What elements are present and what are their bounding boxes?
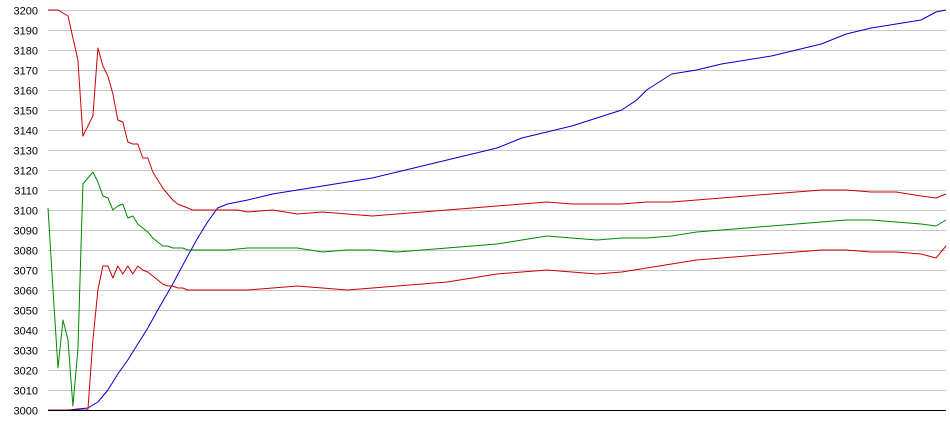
- y-tick-label: 3170: [14, 66, 38, 78]
- y-tick-label: 3130: [14, 146, 38, 158]
- y-tick-label: 3070: [14, 266, 38, 278]
- y-tick-label: 3190: [14, 26, 38, 38]
- y-tick-label: 3010: [14, 386, 38, 398]
- y-tick-label: 3060: [14, 286, 38, 298]
- series-line-1: [48, 9, 947, 411]
- y-tick-label: 3100: [14, 206, 38, 218]
- y-axis-tick-labels: 3000 3010 3020 3030 3040 3050 3060 3070 3080 3090…: [14, 6, 38, 418]
- y-tick-label: 3180: [14, 46, 38, 58]
- y-tick-label: 3040: [14, 326, 38, 338]
- chart-grid: [48, 10, 946, 411]
- y-tick-label: 3030: [14, 346, 38, 358]
- chart-series: [47, 9, 947, 411]
- series-line-4: [48, 245, 947, 411]
- y-tick-label: 3050: [14, 306, 38, 318]
- y-tick-label: 3140: [14, 126, 38, 138]
- y-tick-label: 3160: [14, 86, 38, 98]
- y-tick-label: 3020: [14, 366, 38, 378]
- y-tick-label: 3080: [14, 246, 38, 258]
- y-tick-label: 3120: [14, 166, 38, 178]
- y-tick-label: 3090: [14, 226, 38, 238]
- y-tick-label: 3000: [14, 406, 38, 418]
- series-line-2: [48, 9, 947, 217]
- y-tick-label: 3110: [14, 186, 38, 198]
- y-tick-label: 3150: [14, 106, 38, 118]
- series-line-3: [47, 171, 947, 407]
- y-tick-label: 3200: [14, 6, 38, 18]
